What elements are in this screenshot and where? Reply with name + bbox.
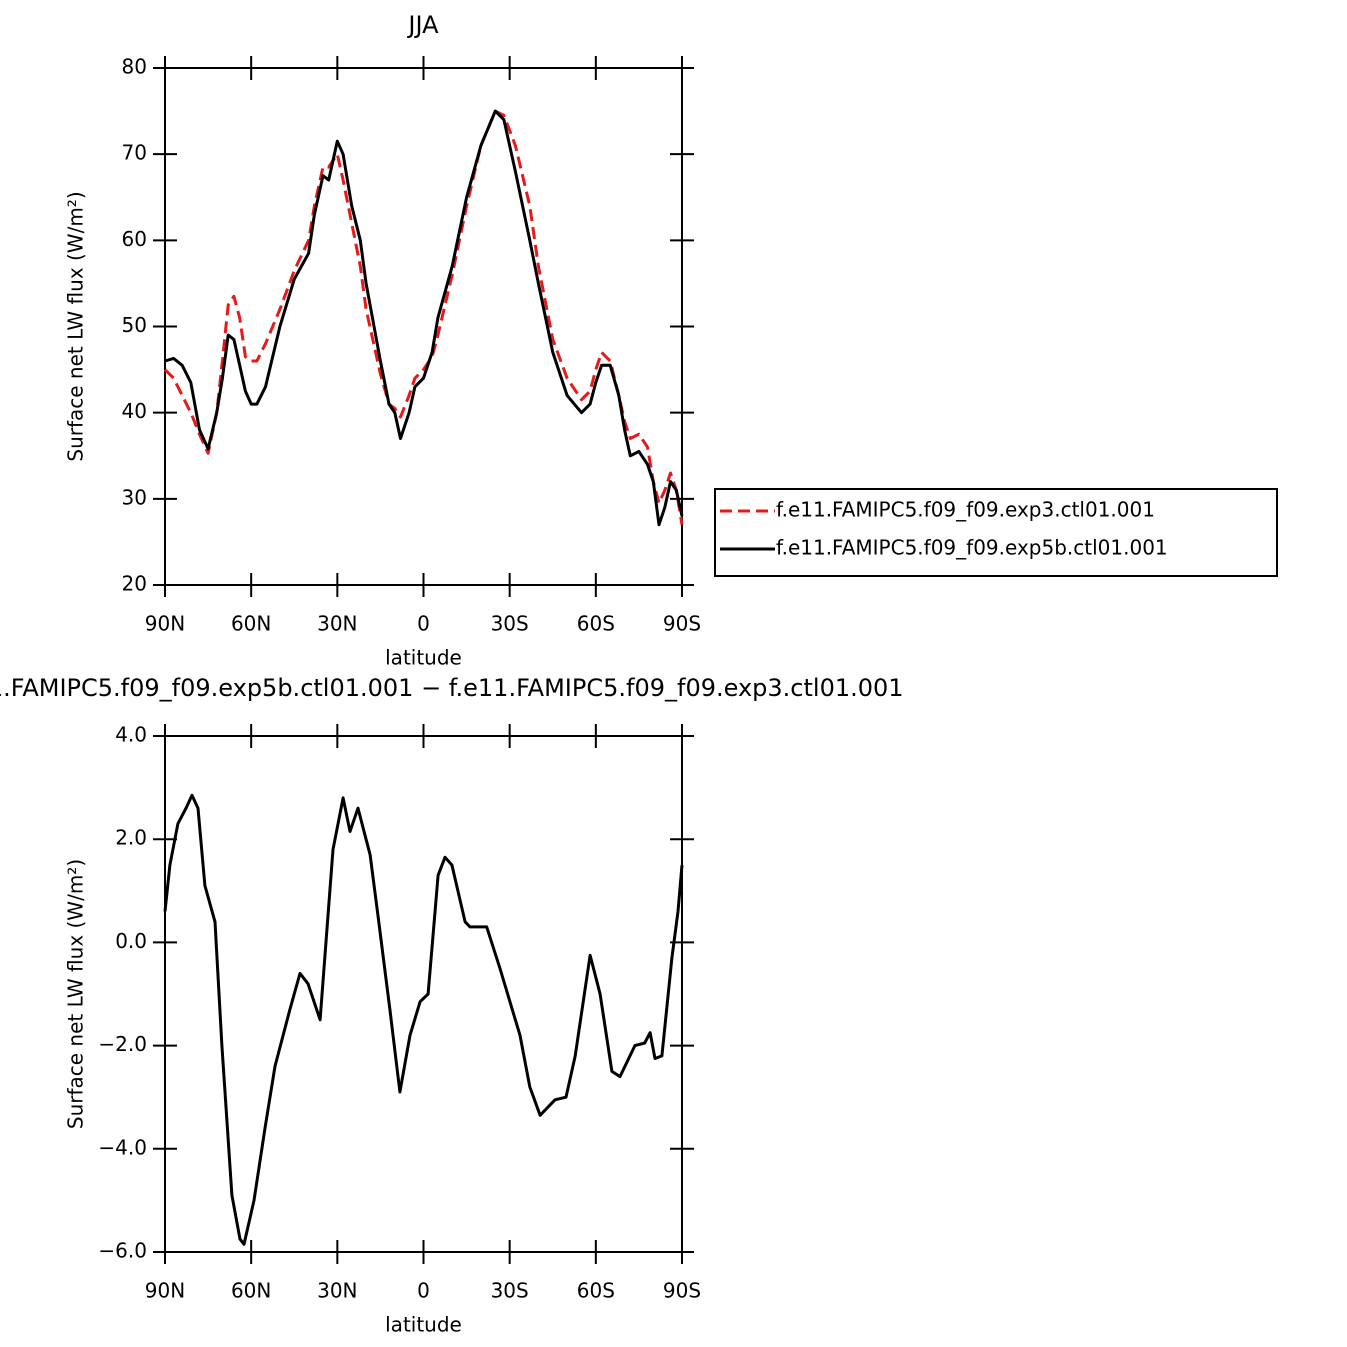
x-tick-label: 90S [663,1279,701,1303]
x-tick-label: 60N [231,1279,271,1303]
y-tick-label: 20 [122,572,147,596]
x-tick-label: 0 [417,1279,430,1303]
y-axis-label: Surface net LW flux (W/m²) [64,191,88,461]
y-axis-label: Surface net LW flux (W/m²) [64,859,88,1129]
y-tick-label: 0.0 [115,929,147,953]
x-tick-label: 60S [577,1279,615,1303]
data-line [164,109,684,527]
y-tick-label: 40 [122,399,147,423]
x-tick-label: 90S [663,612,701,636]
y-tick-label: −6.0 [98,1239,147,1263]
legend-box [714,488,1278,577]
x-tick-label: 60N [231,612,271,636]
y-tick-label: −2.0 [98,1032,147,1056]
y-tick-label: 60 [122,227,147,251]
x-tick-label: 30S [491,612,529,636]
chart-title: JJA [406,11,439,39]
plot-frame [164,67,683,586]
plot-frame [164,735,683,1253]
x-tick-label: 90N [145,612,185,636]
x-axis-label: latitude [385,1313,462,1337]
x-tick-label: 0 [417,612,430,636]
y-tick-label: 70 [122,141,147,165]
y-tick-label: 50 [122,313,147,337]
chart-title: f.e11.FAMIPC5.f09_f09.exp5b.ctl01.001 − … [0,674,904,702]
legend-label: f.e11.FAMIPC5.f09_f09.exp3.ctl01.001 [776,498,1155,522]
x-tick-label: 30N [317,1279,357,1303]
data-line [163,109,684,525]
x-axis-label: latitude [385,646,462,670]
y-tick-label: 80 [122,55,147,79]
legend-label: f.e11.FAMIPC5.f09_f09.exp5b.ctl01.001 [776,536,1168,560]
x-tick-label: 30S [491,1279,529,1303]
y-tick-label: 2.0 [115,826,147,850]
y-tick-label: 4.0 [115,723,147,747]
y-tick-label: −4.0 [98,1135,147,1159]
x-tick-label: 90N [145,1279,185,1303]
y-tick-label: 30 [122,485,147,509]
x-tick-label: 30N [317,612,357,636]
x-tick-label: 60S [577,612,615,636]
data-line [163,793,684,1246]
